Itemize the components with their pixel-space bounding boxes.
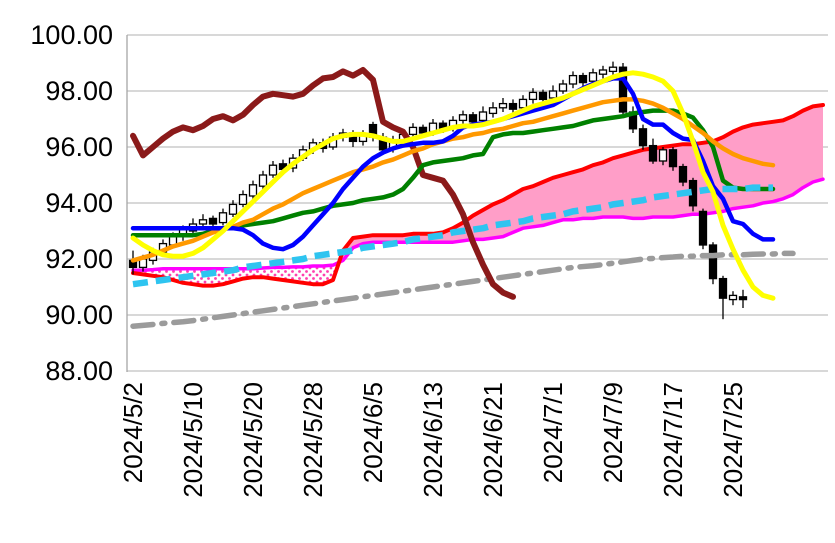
candle bbox=[708, 242, 718, 285]
candle bbox=[578, 72, 588, 87]
cyan-dashed-line bbox=[132, 184, 773, 288]
candle bbox=[198, 214, 208, 229]
dark-red-line bbox=[130, 67, 516, 300]
candle bbox=[638, 124, 648, 150]
candle bbox=[598, 65, 608, 79]
y-axis-tick-label: 98.00 bbox=[45, 76, 113, 106]
candle bbox=[458, 110, 468, 125]
candle bbox=[608, 61, 618, 76]
candle bbox=[718, 275, 728, 320]
x-axis-tick-label: 2024/6/5 bbox=[358, 382, 388, 483]
candle bbox=[218, 208, 228, 226]
gray-dashdot-line bbox=[130, 250, 796, 329]
yellow-line bbox=[130, 70, 776, 301]
candle bbox=[648, 138, 658, 164]
x-axis-labels: 2024/5/2 2024/5/10 2024/5/20 2024/5/28 2024/… bbox=[118, 382, 748, 498]
candle bbox=[738, 289, 748, 308]
blue-line bbox=[130, 76, 776, 252]
y-axis-tick-label: 100.00 bbox=[30, 20, 113, 50]
candle bbox=[658, 147, 668, 166]
x-axis-tick-label: 2024/6/13 bbox=[418, 382, 448, 498]
candlestick-series bbox=[128, 61, 748, 320]
candle bbox=[678, 163, 688, 187]
candle bbox=[698, 208, 708, 250]
x-axis-tick-label: 2024/7/1 bbox=[538, 382, 568, 483]
candle bbox=[248, 180, 258, 199]
x-axis-tick-label: 2024/7/17 bbox=[658, 382, 688, 498]
candle bbox=[508, 99, 518, 114]
x-axis-tick-label: 2024/5/10 bbox=[178, 382, 208, 498]
y-axis-tick-label: 92.00 bbox=[45, 244, 113, 274]
y-axis-tick-label: 94.00 bbox=[45, 188, 113, 218]
candle bbox=[728, 291, 738, 306]
candle bbox=[558, 79, 568, 94]
candle bbox=[258, 170, 268, 189]
candle bbox=[668, 147, 678, 171]
x-axis-tick-label: 2024/5/2 bbox=[118, 382, 148, 483]
candle bbox=[228, 200, 238, 217]
candle bbox=[628, 106, 638, 133]
x-axis-tick-label: 2024/7/25 bbox=[718, 382, 748, 498]
y-axis-tick-label: 88.00 bbox=[45, 356, 113, 386]
candle bbox=[498, 98, 508, 112]
candle bbox=[568, 71, 578, 89]
candle bbox=[268, 161, 278, 178]
y-axis-labels: 100.00 98.00 96.00 94.00 92.00 90.00 88.00 bbox=[30, 20, 113, 386]
x-axis-tick-label: 2024/6/21 bbox=[478, 382, 508, 498]
x-axis-tick-label: 2024/7/9 bbox=[598, 382, 628, 483]
candle bbox=[618, 63, 628, 117]
y-axis-tick-label: 96.00 bbox=[45, 132, 113, 162]
indicator-lines bbox=[130, 67, 796, 329]
x-axis-tick-label: 2024/5/20 bbox=[238, 382, 268, 498]
candle bbox=[238, 190, 248, 208]
candle bbox=[488, 102, 498, 118]
y-axis-tick-label: 90.00 bbox=[45, 300, 113, 330]
candle bbox=[528, 88, 538, 104]
x-axis-tick-label: 2024/5/28 bbox=[298, 382, 328, 498]
orange-line bbox=[130, 97, 776, 263]
